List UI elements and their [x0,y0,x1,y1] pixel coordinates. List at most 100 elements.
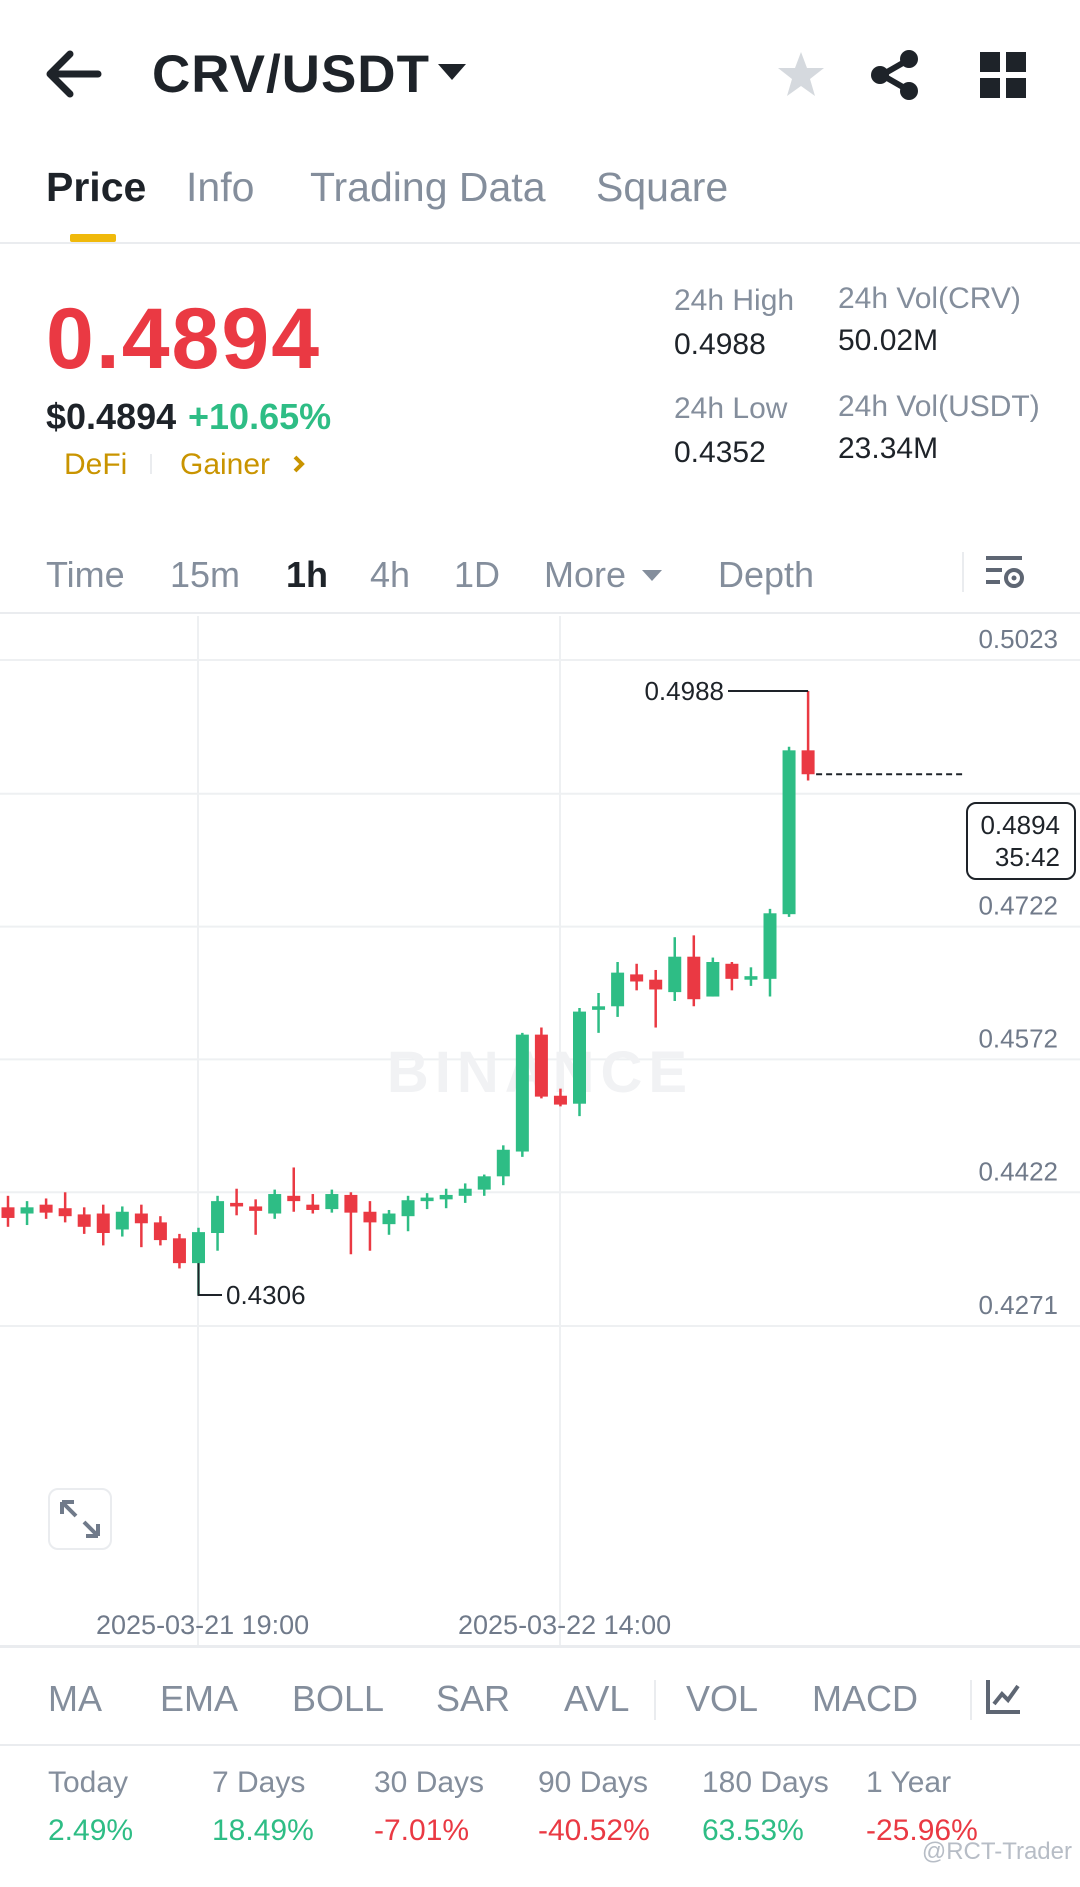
candle-body [515,1034,529,1152]
candle-body [782,750,796,915]
expand-chart-button[interactable] [48,1488,112,1550]
star-icon [778,52,824,96]
tf-depth[interactable]: Depth [718,554,815,595]
tab-square[interactable]: Square [596,164,729,210]
candle-body [325,1194,339,1210]
x-axis-divider [0,1646,1080,1648]
x-tick-label: 2025-03-21 19:00 [96,1610,310,1640]
candle-body [439,1194,453,1200]
candle-body [725,963,739,979]
low-marker-line [197,1263,222,1297]
vol-base-label: 24h Vol(CRV) [838,282,1021,315]
indicator-ema[interactable]: EMA [160,1678,239,1719]
usd-price: $0.4894 [46,396,177,437]
tag-defi[interactable]: DeFi [64,448,128,481]
perf-label: 90 Days [538,1766,649,1799]
candle-body [115,1211,129,1230]
candle-body [153,1222,167,1241]
candle-body [630,974,644,982]
perf-value: -40.52% [538,1814,650,1847]
candle-body [420,1197,434,1202]
perf-label: 1 Year [866,1766,952,1799]
active-tab-indicator [70,234,116,242]
candle-body [477,1176,491,1190]
candle-body [39,1204,53,1213]
tf-1d[interactable]: 1D [454,554,501,595]
source-watermark: @RCT-Trader [921,1838,1072,1865]
y-tick-label: 0.4271 [978,1290,1058,1320]
grid-button[interactable] [976,48,1030,102]
perf-label: 180 Days [702,1766,829,1799]
candle-body [96,1213,110,1234]
y-tick-label: 0.4722 [978,891,1058,921]
share-icon [871,50,918,100]
perf-value: -7.01% [374,1814,470,1847]
main-tabs: Price Info Trading Data Square [0,150,1080,244]
candle-body [382,1213,396,1225]
candle-body [134,1213,148,1224]
indicator-ma[interactable]: MA [48,1678,102,1719]
tf-time[interactable]: Time [46,554,125,595]
candle-body [573,1011,586,1104]
indicator-vol[interactable]: VOL [686,1678,759,1719]
indicator-divider [654,1680,656,1720]
candle-body [592,1006,606,1010]
candle-body [763,913,777,979]
high-label: 24h High [674,284,795,317]
vol-quote-value: 23.34M [838,432,939,465]
candle-body [192,1232,205,1264]
candle-body [534,1034,548,1097]
candle-body [230,1202,244,1207]
tab-price[interactable]: Price [46,164,147,210]
tf-1h[interactable]: 1h [286,554,329,595]
y-tick-label: 0.4572 [978,1023,1058,1053]
tab-info[interactable]: Info [186,164,255,210]
toolbar-divider [962,552,964,592]
candle-body [496,1149,510,1177]
tab-trading-data[interactable]: Trading Data [310,164,546,210]
indicator-bar: MA EMA BOLL SAR AVL VOL MACD [0,1650,1080,1746]
performance-row: Today 2.49% 7 Days 18.49% 30 Days -7.01%… [0,1748,1080,1878]
indicator-sar[interactable]: SAR [436,1678,511,1719]
candle-body [344,1194,358,1213]
tf-15m[interactable]: 15m [170,554,241,595]
indicator-macd[interactable]: MACD [812,1678,918,1719]
perf-label: 30 Days [374,1766,485,1799]
pair-title[interactable]: CRV/USDT [152,45,430,104]
tf-more[interactable]: More [544,554,627,595]
chevron-right-icon[interactable] [292,454,306,474]
back-button[interactable] [44,46,104,102]
tag-gainer[interactable]: Gainer [180,448,271,481]
share-button[interactable] [868,48,922,102]
y-tick-label: 0.4422 [978,1156,1058,1186]
candle-body [306,1204,320,1210]
chevron-down-icon[interactable] [438,64,466,80]
low-value: 0.4352 [674,436,766,469]
tag-divider [150,454,152,474]
perf-value: 18.49% [212,1814,314,1847]
indicator-avl[interactable]: AVL [564,1678,630,1719]
tf-4h[interactable]: 4h [370,554,411,595]
candle-body [401,1200,415,1217]
candle-body [77,1214,91,1227]
high-value: 0.4988 [674,328,766,361]
candle-body [801,750,815,775]
chart-settings-icon[interactable] [984,552,1026,594]
candle-body [611,972,625,1007]
candle-body [687,956,701,1000]
candle-body [1,1207,15,1218]
indicator-settings-icon[interactable] [984,1676,1024,1716]
indicator-divider [970,1680,972,1720]
indicator-boll[interactable]: BOLL [292,1678,385,1719]
vol-quote-label: 24h Vol(USDT) [838,390,1040,423]
candle-body [287,1195,301,1202]
caret-down-icon[interactable] [642,570,662,581]
vol-base-value: 50.02M [838,324,939,357]
candlestick-chart[interactable]: 0.50230.47220.45720.44220.4271BINANCE0.4… [0,616,1080,1646]
candle-body [249,1206,263,1211]
candle-body [172,1238,186,1264]
chart-svg[interactable]: 0.50230.47220.45720.44220.4271BINANCE0.4… [0,616,1080,1646]
y-tick-label: 0.5023 [978,624,1058,654]
candle-body [744,976,758,980]
favorite-button[interactable] [774,48,828,102]
